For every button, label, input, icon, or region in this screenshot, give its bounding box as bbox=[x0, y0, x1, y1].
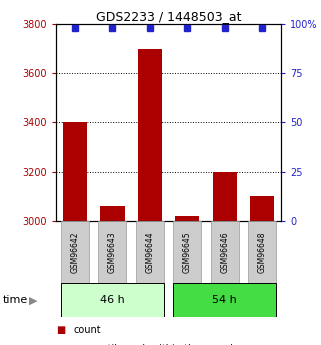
Bar bbox=[138, 49, 162, 221]
Bar bbox=[61, 221, 89, 283]
Bar bbox=[61, 283, 164, 317]
Text: GSM96643: GSM96643 bbox=[108, 231, 117, 273]
Title: GDS2233 / 1448503_at: GDS2233 / 1448503_at bbox=[96, 10, 241, 23]
Bar bbox=[173, 283, 276, 317]
Text: ■: ■ bbox=[56, 344, 65, 345]
Text: count: count bbox=[74, 325, 101, 335]
Text: time: time bbox=[3, 295, 29, 305]
Bar bbox=[173, 221, 201, 283]
Bar bbox=[98, 221, 126, 283]
Bar bbox=[100, 206, 125, 221]
Text: 46 h: 46 h bbox=[100, 295, 125, 305]
Text: GSM96642: GSM96642 bbox=[70, 231, 79, 273]
Bar bbox=[136, 221, 164, 283]
Text: percentile rank within the sample: percentile rank within the sample bbox=[74, 344, 239, 345]
Bar bbox=[211, 221, 239, 283]
Bar bbox=[213, 172, 237, 221]
Text: GSM96645: GSM96645 bbox=[183, 231, 192, 273]
Bar bbox=[175, 216, 199, 221]
Bar bbox=[248, 221, 276, 283]
Text: GSM96644: GSM96644 bbox=[145, 231, 154, 273]
Text: GSM96648: GSM96648 bbox=[258, 231, 267, 273]
Bar bbox=[250, 196, 274, 221]
Text: ▶: ▶ bbox=[30, 295, 38, 305]
Text: GSM96646: GSM96646 bbox=[220, 231, 229, 273]
Bar bbox=[63, 122, 87, 221]
Text: 54 h: 54 h bbox=[212, 295, 237, 305]
Text: ■: ■ bbox=[56, 325, 65, 335]
